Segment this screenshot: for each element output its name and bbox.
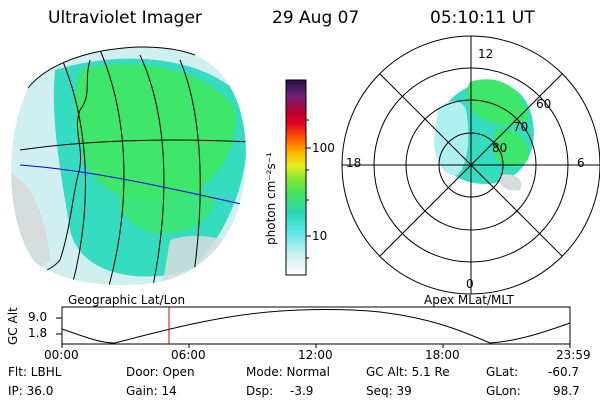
lon-line [57, 49, 86, 286]
time-label: 05:10:11 UT [430, 8, 535, 28]
mlat-label-80: 80 [492, 141, 508, 155]
polar-gray-region [499, 174, 522, 191]
gc-alt-info: GC Alt: 5.1 Re [366, 365, 450, 379]
mlt-label-12: 12 [478, 47, 494, 61]
lon-line [139, 54, 165, 286]
colorbar-tick-10: 10 [312, 229, 328, 243]
coastline [29, 59, 91, 281]
filter-info: Flt: LBHL [8, 365, 62, 379]
dsp-label: Dsp: [246, 384, 274, 398]
date-label: 29 Aug 07 [272, 8, 360, 28]
ip-info: IP: 36.0 [8, 384, 54, 398]
track-ylabel: GC Alt [6, 307, 20, 345]
colorbar-tick-100: 100 [312, 141, 335, 155]
polar-light-region [434, 101, 469, 176]
time-tick-0000: 00:00 [44, 348, 79, 362]
lat-line [19, 139, 246, 151]
time-tick-0600: 06:00 [171, 348, 206, 362]
altitude-track [56, 306, 571, 348]
gain-info: Gain: 14 [126, 384, 177, 398]
polar-aurora-region-2 [494, 129, 529, 167]
altitude-curve [61, 309, 571, 344]
track-frame [61, 306, 571, 345]
glon-label: GLon: [486, 384, 521, 398]
dsp-value: -3.9 [290, 384, 314, 398]
mlat-label-60: 60 [536, 97, 552, 111]
geographic-caption: Geographic Lat/Lon [68, 293, 186, 307]
glon-value: 98.7 [553, 384, 580, 398]
aurora-region-2 [117, 176, 215, 234]
glat-label: GLat: [486, 365, 519, 379]
mlt-label-0: 0 [466, 277, 474, 291]
track-ytick-9: 9.0 [28, 310, 48, 324]
time-tick-1800: 18:00 [425, 348, 460, 362]
mlt-label-18: 18 [346, 156, 362, 170]
colorbar-unit-label: photon cm⁻²s⁻¹ [264, 152, 278, 245]
instrument-title: Ultraviolet Imager [48, 8, 202, 28]
mode-info: Mode: Normal [246, 365, 330, 379]
geographic-image [11, 46, 246, 286]
polar-plot [341, 35, 600, 295]
colorbar-scale [285, 79, 307, 276]
lon-line [179, 59, 201, 286]
lon-line [99, 49, 125, 286]
mlat-label-70: 70 [513, 120, 529, 134]
geo-line [19, 164, 246, 207]
time-tick-1200: 12:00 [298, 348, 333, 362]
glat-value: -60.7 [548, 365, 580, 379]
colorbar [285, 79, 311, 276]
apex-caption: Apex MLat/MLT [424, 293, 514, 307]
track-ytick-1-8: 1.8 [28, 326, 48, 340]
time-tick-2359: 23:59 [556, 348, 591, 362]
mlt-label-6: 6 [577, 156, 585, 170]
seq-info: Seq: 39 [366, 384, 412, 398]
door-info: Door: Open [126, 365, 195, 379]
gray-edge-2 [160, 235, 246, 286]
